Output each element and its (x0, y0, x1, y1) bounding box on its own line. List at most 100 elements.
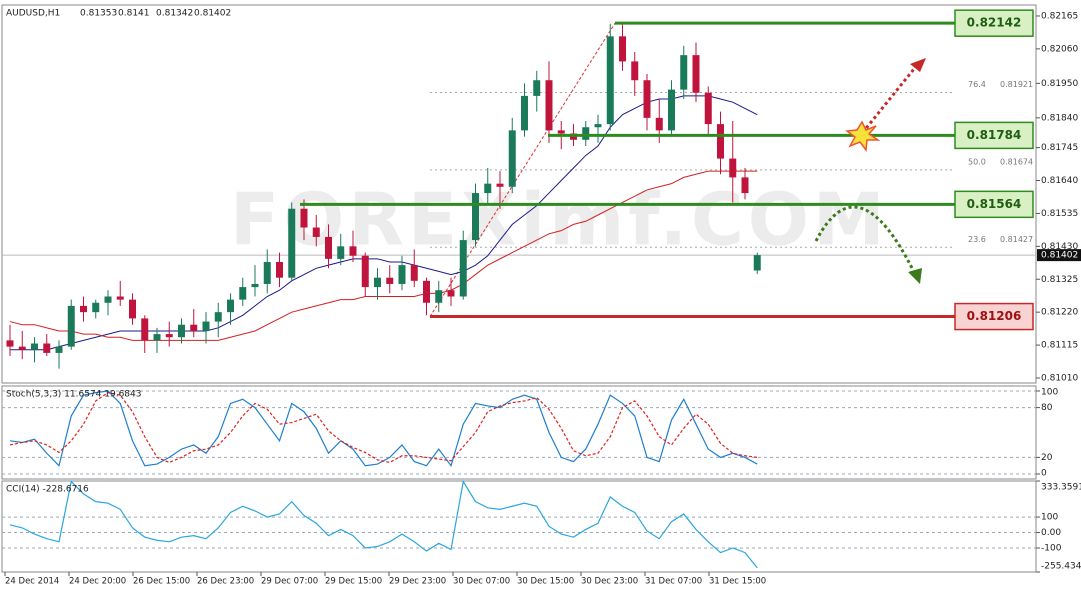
x-tick-label: 30 Dec 23:00 (581, 577, 638, 587)
candle-body (18, 346, 26, 350)
x-tick-label: 26 Dec 23:00 (197, 577, 254, 587)
candle-body (557, 130, 565, 134)
candle-body (521, 95, 528, 131)
x-tick-label: 29 Dec 07:00 (261, 577, 318, 587)
candle-body (717, 124, 724, 159)
current-price-box (1037, 249, 1081, 262)
candle-body (43, 343, 51, 353)
candle-body (582, 127, 590, 140)
stoch-panel (1, 385, 1037, 480)
y-tick-label: 0 (1041, 469, 1047, 479)
candle-body (31, 343, 38, 350)
panel-title: CCI(14) -228.6716 (6, 485, 89, 495)
candle-body (129, 299, 136, 319)
main-panel (1, 4, 1037, 384)
candle-body (668, 89, 675, 131)
candle-body (276, 262, 283, 278)
y-tick-label: 0.81010 (1041, 373, 1078, 383)
candle-body (104, 296, 112, 303)
candle-body (729, 158, 737, 178)
panel-title: Stoch(5,3,3) 11.6574 19.6843 (6, 390, 141, 400)
candle-body (594, 124, 602, 128)
breakout-star (845, 120, 881, 152)
header-price: 0.81353 (80, 9, 117, 19)
x-tick-label: 31 Dec 15:00 (709, 577, 766, 587)
down-arrow-head (908, 268, 922, 284)
level-box (954, 9, 1034, 37)
candle-body (178, 324, 185, 338)
candle-body (386, 277, 394, 284)
candle-body (472, 193, 479, 241)
candle-body (533, 80, 541, 96)
y-tick-label: 0.81535 (1041, 209, 1078, 219)
moving-average (9, 170, 758, 341)
candle-body (153, 334, 161, 341)
candle-body (312, 227, 320, 237)
candle-body (6, 340, 14, 347)
y-tick-label: 80 (1041, 403, 1053, 413)
indicator-line (9, 479, 758, 569)
candle-body (606, 36, 614, 125)
fib-ratio: 50.0 (968, 157, 986, 166)
y-tick-label: 0.82165 (1041, 11, 1078, 21)
level-box (954, 121, 1034, 150)
candle-body (374, 277, 381, 288)
level-box (954, 302, 1034, 331)
candle-body (484, 183, 492, 194)
candle-body (349, 246, 357, 256)
candle-body (619, 36, 626, 62)
x-tick-label: 31 Dec 07:00 (645, 577, 702, 587)
candle-body (141, 318, 149, 341)
candle-body (288, 208, 296, 278)
level-box (954, 190, 1034, 219)
moving-average (10, 95, 758, 351)
y-tick-label: 100 (1041, 513, 1058, 523)
x-tick-label: 30 Dec 07:00 (453, 577, 510, 587)
header-price: 0.81402 (194, 9, 231, 19)
candle-body (496, 183, 504, 187)
candle-body (459, 240, 467, 297)
candle-body (239, 287, 247, 300)
y-tick-label: 0.81745 (1041, 143, 1078, 153)
candle-body (704, 92, 712, 125)
y-tick-label: -255.4349 (1041, 562, 1081, 572)
candle-body (398, 265, 406, 284)
y-tick-label: 0.81840 (1041, 113, 1078, 123)
candle-body (337, 246, 345, 259)
y-tick-label: 333.3591 (1041, 483, 1081, 493)
y-tick-label: 0.81115 (1041, 341, 1078, 351)
candle-body (300, 208, 308, 228)
candle-body (631, 61, 639, 81)
candle-body (423, 280, 430, 303)
down-arrow (814, 205, 916, 273)
chart-title: AUDUSD,H1 (6, 9, 60, 19)
candle-body (361, 255, 369, 288)
candle-body (692, 55, 700, 93)
y-tick-label: 0.81640 (1041, 176, 1078, 186)
candle-body (251, 283, 259, 288)
y-tick-label: 0.81220 (1041, 308, 1078, 318)
y-tick-label: 0.81325 (1041, 275, 1078, 285)
candle-body (680, 55, 688, 90)
fib-price: 0.81674 (1000, 157, 1033, 166)
level-label: 0.82142 (967, 16, 1022, 30)
candle-body (447, 290, 455, 297)
candle-body (67, 305, 75, 347)
level-label: 0.81784 (967, 128, 1022, 142)
candle-body (227, 299, 234, 313)
cci-panel (1, 480, 1037, 573)
candle-body (435, 290, 443, 303)
candle-body (190, 324, 198, 331)
fib-price: 0.81427 (1000, 235, 1033, 244)
candle-body (643, 80, 651, 118)
candle-body (508, 130, 516, 187)
y-tick-label: 0.00 (1041, 528, 1061, 538)
y-tick-label: 0.82060 (1041, 44, 1078, 54)
up-arrow-head (910, 58, 926, 72)
candle-body (545, 80, 553, 131)
x-tick-label: 30 Dec 15:00 (517, 577, 574, 587)
x-tick-label: 26 Dec 15:00 (133, 577, 190, 587)
up-arrow (853, 63, 920, 143)
